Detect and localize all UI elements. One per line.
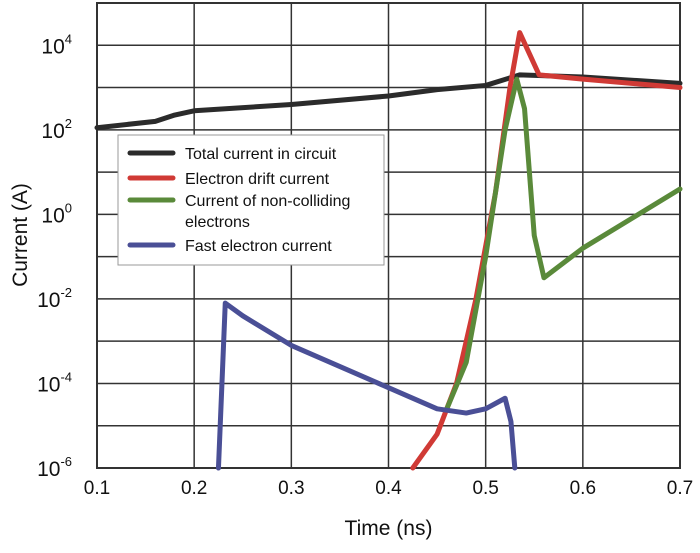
x-tick-label: 0.6 <box>570 478 596 499</box>
legend-label: Fast electron current <box>185 238 332 255</box>
legend-label: Electron drift current <box>185 171 330 188</box>
y-tick-label: 10-6 <box>37 454 72 481</box>
y-tick-label: 104 <box>41 31 72 58</box>
x-tick-label: 0.1 <box>84 478 110 499</box>
y-tick-label: 100 <box>41 200 72 227</box>
x-axis-label: Time (ns) <box>345 517 433 540</box>
legend-label: Current of non-colliding <box>185 193 350 210</box>
x-tick-label: 0.3 <box>278 478 304 499</box>
series-line-2 <box>444 76 683 412</box>
x-tick-label: 0.2 <box>181 478 207 499</box>
x-tick-label: 0.7 <box>667 478 693 499</box>
x-tick-label: 0.4 <box>375 478 402 499</box>
x-tick-label: 0.5 <box>472 478 498 499</box>
plot-frame <box>96 2 681 469</box>
y-tick-label: 10-4 <box>37 369 72 396</box>
legend-label: Total current in circuit <box>185 146 337 163</box>
legend-label: electrons <box>185 214 250 231</box>
y-tick-label: 10-2 <box>37 285 72 312</box>
series-line-1 <box>410 30 683 471</box>
series-line-3 <box>215 300 518 471</box>
y-tick-label: 102 <box>41 116 72 143</box>
y-axis-label: Current (A) <box>9 183 32 287</box>
